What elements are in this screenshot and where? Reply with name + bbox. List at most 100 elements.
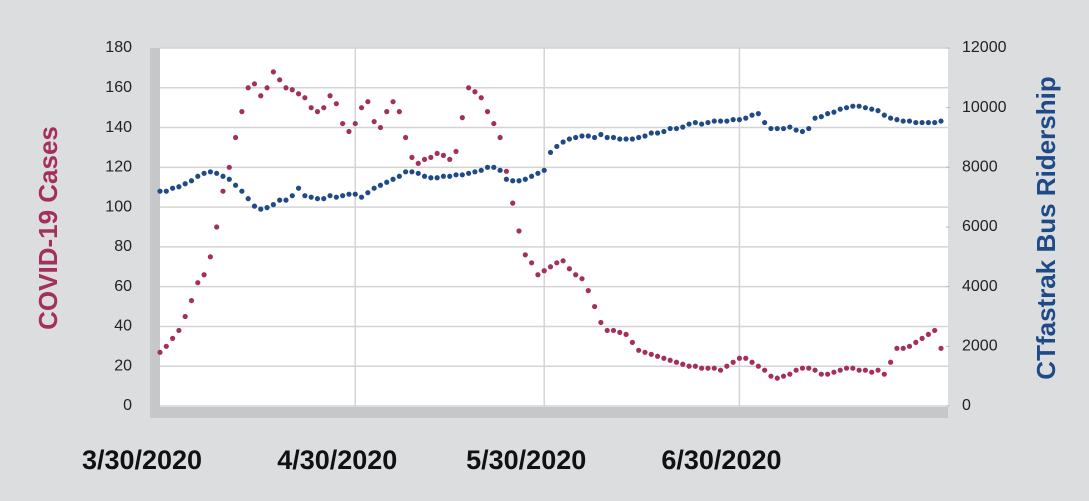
data-dot [906, 343, 913, 349]
data-dot [881, 112, 887, 118]
y-tick-label: 20 [114, 357, 132, 374]
data-dot [232, 182, 239, 188]
data-dot [447, 173, 453, 179]
data-dot [283, 197, 289, 203]
data-dot [535, 170, 541, 176]
data-dot [478, 95, 484, 101]
data-dot [258, 93, 264, 99]
data-dot [888, 115, 894, 121]
x-tick-label: 4/30/2020 [277, 445, 397, 475]
data-dot [667, 125, 673, 132]
data-dot [226, 164, 232, 170]
data-dot [321, 105, 327, 111]
data-dot [295, 185, 302, 191]
data-dot [308, 105, 314, 111]
data-dot [516, 228, 522, 234]
data-dot [724, 118, 730, 124]
data-dot [491, 164, 497, 170]
data-dot [302, 193, 308, 199]
data-dot [327, 93, 333, 99]
data-dot [724, 363, 730, 369]
data-dot [377, 182, 384, 188]
data-dot [251, 203, 258, 209]
data-dot [358, 194, 365, 200]
data-dot [686, 121, 692, 127]
data-dot [333, 101, 339, 107]
data-dot [346, 128, 352, 135]
data-dot [497, 134, 503, 141]
data-dot [529, 173, 535, 179]
data-dot [566, 266, 572, 272]
y-tick-label: 180 [105, 39, 132, 56]
data-dot [434, 150, 440, 157]
x-tick-label: 3/30/2020 [82, 445, 202, 475]
data-dot [573, 272, 579, 278]
y-tick-label: 160 [105, 79, 132, 96]
data-dot [207, 169, 213, 175]
data-dot [692, 119, 698, 126]
data-dot [762, 367, 768, 373]
data-dot [415, 170, 421, 176]
data-dot [484, 164, 491, 170]
data-dot [598, 319, 604, 326]
data-dot [806, 125, 812, 132]
data-dot [188, 178, 195, 184]
data-dot [585, 288, 591, 294]
data-dot [850, 365, 856, 371]
data-dot [371, 185, 377, 191]
data-dot [157, 188, 163, 194]
data-dot [743, 115, 749, 121]
data-dot [711, 118, 717, 124]
y-tick-label: 120 [105, 159, 132, 176]
data-dot [472, 89, 478, 95]
data-dot [201, 272, 207, 278]
data-dot [220, 188, 226, 194]
y2-tick-label: 0 [962, 397, 971, 414]
data-dot [384, 179, 390, 185]
data-dot [264, 85, 270, 91]
data-dot [843, 365, 850, 371]
data-dot [730, 359, 736, 365]
bottom-axis-band [150, 407, 948, 418]
data-dot [717, 367, 724, 373]
data-dot [478, 167, 484, 173]
data-dot [938, 345, 944, 351]
data-dot [295, 91, 302, 97]
data-dot [661, 128, 667, 135]
data-dot [818, 114, 824, 120]
data-dot [938, 118, 944, 124]
data-dot [340, 193, 346, 199]
data-dot [768, 125, 774, 132]
data-dot [642, 349, 648, 355]
x-tick-label: 5/30/2020 [466, 445, 586, 475]
data-dot [862, 367, 869, 373]
data-dot [358, 105, 365, 111]
data-dot [409, 169, 415, 175]
data-dot [787, 124, 793, 130]
data-dot [314, 109, 321, 115]
data-dot [932, 327, 938, 334]
data-dot [831, 369, 837, 375]
data-dot [736, 355, 743, 361]
data-dot [270, 69, 276, 75]
data-dot [503, 168, 510, 174]
data-dot [610, 134, 617, 141]
data-dot [636, 347, 642, 353]
data-dot [617, 329, 623, 336]
data-dot [648, 130, 654, 136]
data-dot [894, 117, 900, 123]
data-dot [906, 118, 913, 124]
data-dot [629, 339, 635, 345]
y-tick-label: 40 [114, 318, 132, 335]
data-dot [705, 365, 711, 371]
data-dot [510, 200, 516, 206]
data-dot [201, 170, 207, 176]
data-dot [900, 345, 906, 351]
data-dot [869, 106, 875, 112]
data-dot [421, 173, 428, 179]
data-dot [239, 188, 245, 194]
data-dot [277, 197, 283, 203]
data-dot [913, 339, 919, 345]
y2-tick-label: 2000 [962, 338, 998, 355]
data-dot [491, 120, 497, 127]
